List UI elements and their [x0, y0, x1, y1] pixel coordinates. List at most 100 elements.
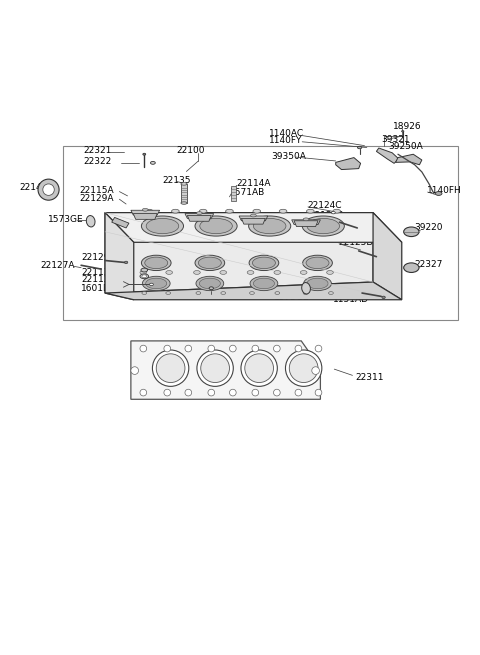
Ellipse shape: [199, 278, 220, 289]
Polygon shape: [105, 213, 134, 300]
Ellipse shape: [146, 278, 167, 289]
Polygon shape: [239, 216, 268, 221]
Polygon shape: [373, 213, 402, 300]
Ellipse shape: [150, 283, 154, 286]
Ellipse shape: [302, 216, 344, 236]
Ellipse shape: [404, 227, 419, 236]
Text: 39321: 39321: [381, 135, 410, 144]
Ellipse shape: [140, 274, 149, 278]
Polygon shape: [105, 213, 373, 293]
Ellipse shape: [142, 255, 171, 271]
Circle shape: [185, 389, 192, 396]
Polygon shape: [112, 217, 129, 228]
Ellipse shape: [142, 275, 147, 278]
Ellipse shape: [249, 255, 279, 271]
Ellipse shape: [196, 291, 201, 295]
Circle shape: [164, 389, 170, 396]
Text: 22322: 22322: [83, 157, 111, 166]
Ellipse shape: [221, 291, 226, 295]
Polygon shape: [187, 215, 211, 221]
Ellipse shape: [253, 218, 286, 234]
Circle shape: [274, 389, 280, 396]
Circle shape: [43, 184, 54, 195]
Ellipse shape: [196, 276, 224, 291]
Circle shape: [245, 354, 274, 383]
Polygon shape: [241, 218, 265, 224]
Ellipse shape: [279, 210, 287, 213]
Text: 22327: 22327: [415, 260, 443, 269]
Ellipse shape: [358, 146, 362, 149]
Polygon shape: [131, 341, 321, 400]
Ellipse shape: [303, 255, 332, 271]
Circle shape: [140, 345, 147, 352]
Text: 22112A: 22112A: [81, 275, 116, 284]
Polygon shape: [336, 158, 360, 170]
Ellipse shape: [166, 291, 170, 295]
Ellipse shape: [140, 271, 147, 274]
Ellipse shape: [151, 161, 156, 164]
Circle shape: [315, 389, 322, 396]
Circle shape: [241, 350, 277, 386]
Circle shape: [286, 350, 322, 386]
Ellipse shape: [300, 271, 307, 274]
Text: 22115A: 22115A: [80, 186, 114, 195]
Text: 1140FY: 1140FY: [269, 136, 302, 145]
Ellipse shape: [303, 291, 308, 295]
Text: 22129A: 22129A: [80, 195, 114, 203]
Ellipse shape: [303, 218, 309, 221]
Circle shape: [38, 179, 59, 200]
Ellipse shape: [220, 271, 227, 274]
Ellipse shape: [141, 268, 148, 272]
Ellipse shape: [307, 210, 314, 213]
Ellipse shape: [209, 287, 214, 290]
Ellipse shape: [250, 291, 254, 295]
Ellipse shape: [181, 202, 187, 204]
Circle shape: [252, 345, 259, 352]
Ellipse shape: [302, 282, 311, 294]
Text: 1140FH: 1140FH: [427, 186, 461, 195]
Bar: [63, 145, 458, 320]
Polygon shape: [376, 148, 399, 163]
Text: 22114A: 22114A: [236, 179, 271, 189]
Circle shape: [197, 350, 233, 386]
Ellipse shape: [142, 291, 147, 295]
Circle shape: [156, 354, 185, 383]
Ellipse shape: [195, 216, 237, 236]
Text: 39250A: 39250A: [388, 141, 423, 151]
Text: 1573GE: 1573GE: [48, 215, 83, 224]
Ellipse shape: [200, 218, 232, 234]
Polygon shape: [133, 214, 157, 219]
Ellipse shape: [249, 216, 291, 236]
Text: 22321: 22321: [83, 146, 111, 155]
Ellipse shape: [196, 212, 202, 215]
Ellipse shape: [326, 271, 333, 274]
Ellipse shape: [307, 278, 328, 289]
Text: 1601DH: 1601DH: [81, 284, 118, 293]
Polygon shape: [181, 184, 187, 203]
Text: 22127A: 22127A: [40, 261, 74, 270]
Ellipse shape: [382, 296, 385, 299]
Ellipse shape: [306, 257, 329, 269]
Text: 1140AC: 1140AC: [269, 129, 304, 138]
Text: 1571AB: 1571AB: [230, 187, 265, 196]
Circle shape: [295, 345, 302, 352]
Ellipse shape: [274, 271, 281, 274]
Ellipse shape: [253, 210, 261, 213]
Polygon shape: [292, 220, 321, 225]
Circle shape: [312, 367, 320, 375]
Circle shape: [229, 345, 236, 352]
Ellipse shape: [251, 214, 256, 217]
Ellipse shape: [307, 218, 339, 234]
Circle shape: [140, 389, 147, 396]
Ellipse shape: [333, 210, 340, 213]
Text: 39350A: 39350A: [271, 152, 306, 160]
Ellipse shape: [402, 130, 404, 132]
Ellipse shape: [193, 271, 200, 274]
Ellipse shape: [252, 257, 276, 269]
Text: 22100: 22100: [177, 146, 205, 155]
Ellipse shape: [143, 276, 170, 291]
Text: 22311: 22311: [355, 373, 384, 383]
Ellipse shape: [145, 257, 168, 269]
Polygon shape: [396, 154, 422, 165]
Circle shape: [274, 345, 280, 352]
